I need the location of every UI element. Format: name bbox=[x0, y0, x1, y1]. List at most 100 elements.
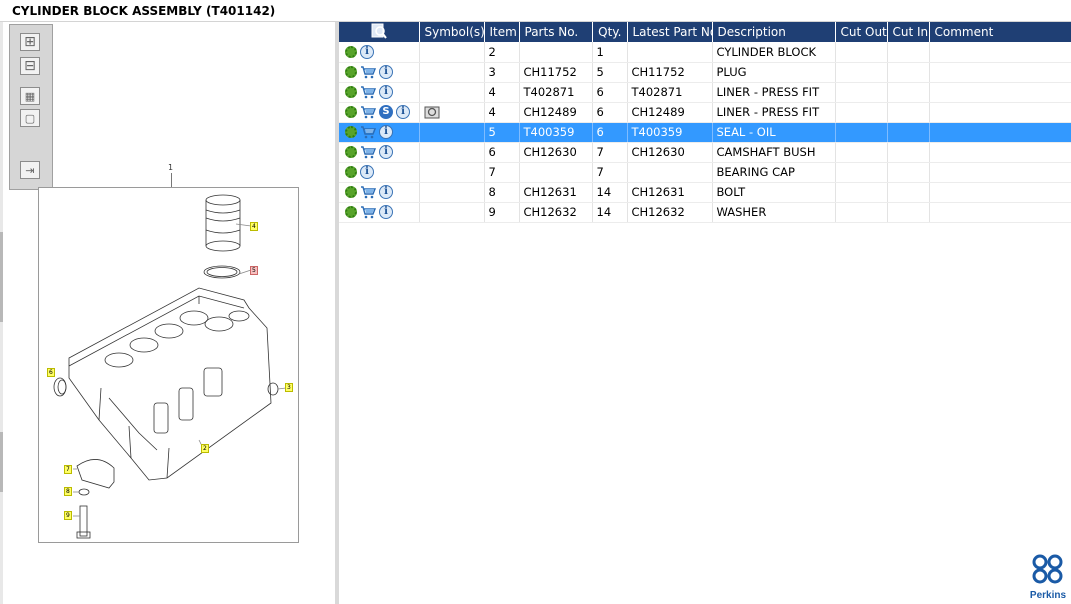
callout-9[interactable]: 9 bbox=[64, 511, 72, 520]
cut-in-cell bbox=[887, 162, 930, 183]
table-row[interactable]: i 6 CH12630 7 CH12630 CAMSHAFT BUSH bbox=[339, 142, 1071, 163]
info-icon[interactable]: i bbox=[360, 165, 374, 180]
cart-icon[interactable] bbox=[360, 105, 376, 119]
column-header-item[interactable]: Item bbox=[484, 22, 520, 42]
part-number-cell bbox=[519, 42, 593, 63]
gear-icon[interactable] bbox=[345, 106, 357, 119]
table-row[interactable]: i 9 CH12632 14 CH12632 WASHER bbox=[339, 202, 1071, 223]
comment-cell bbox=[929, 62, 1071, 83]
cylinder-block-drawing bbox=[53, 194, 287, 539]
callout-7[interactable]: 7 bbox=[64, 465, 72, 474]
column-header-cut-out[interactable]: Cut Out bbox=[835, 22, 888, 42]
cart-icon[interactable] bbox=[360, 145, 376, 159]
callout-8[interactable]: 8 bbox=[64, 487, 72, 496]
bore-6 bbox=[228, 310, 250, 322]
symbol-cell bbox=[419, 62, 485, 83]
washer bbox=[78, 488, 90, 496]
column-header-latest-part-no[interactable]: Latest Part No. bbox=[627, 22, 713, 42]
bore-5 bbox=[204, 316, 234, 332]
quantity-cell: 14 bbox=[592, 182, 628, 203]
description-cell: LINER - PRESS FIT bbox=[712, 82, 836, 103]
item-cell: 2 bbox=[484, 42, 520, 63]
perkins-logo: Perkins bbox=[1030, 554, 1067, 601]
comment-cell bbox=[929, 82, 1071, 103]
column-header-description[interactable]: Description bbox=[712, 22, 836, 42]
service-icon[interactable]: S bbox=[379, 105, 393, 120]
gear-icon[interactable] bbox=[345, 206, 357, 219]
table-row[interactable]: i 8 CH12631 14 CH12631 BOLT bbox=[339, 182, 1071, 203]
column-header-symbol-s[interactable]: Symbol(s) bbox=[419, 22, 485, 42]
latest-part-number-cell: CH12632 bbox=[627, 202, 713, 223]
info-icon[interactable]: i bbox=[379, 185, 393, 200]
row-action-icons: i bbox=[339, 62, 420, 83]
table-row[interactable]: i 2 1 CYLINDER BLOCK bbox=[339, 42, 1071, 63]
column-header-qty[interactable]: Qty. bbox=[592, 22, 628, 42]
info-icon[interactable]: i bbox=[379, 125, 393, 140]
table-row[interactable]: i 7 7 BEARING CAP bbox=[339, 162, 1071, 183]
comment-cell bbox=[929, 102, 1071, 123]
search-parts-icon[interactable] bbox=[371, 23, 387, 39]
info-icon[interactable]: i bbox=[396, 105, 410, 120]
fit-all-button[interactable]: ▦ bbox=[20, 87, 40, 105]
column-header-cut-in[interactable]: Cut In bbox=[887, 22, 930, 42]
zoom-in-button[interactable]: ⊞ bbox=[20, 33, 40, 51]
gear-icon[interactable] bbox=[345, 146, 357, 159]
info-icon[interactable]: i bbox=[379, 85, 393, 100]
pane-splitter[interactable] bbox=[335, 22, 339, 604]
table-row[interactable]: i 5 T400359 6 T400359 SEAL - OIL bbox=[339, 122, 1071, 143]
parts-grid: Symbol(s) Item Parts No. Qty. Latest Part No… bbox=[339, 22, 1071, 604]
column-header-comment[interactable]: Comment bbox=[929, 22, 1071, 42]
table-row[interactable]: i 3 CH11752 5 CH11752 PLUG bbox=[339, 62, 1071, 83]
comment-cell bbox=[929, 122, 1071, 143]
row-action-icons: i bbox=[339, 82, 420, 103]
callout-2[interactable]: 2 bbox=[201, 444, 209, 453]
gear-icon[interactable] bbox=[345, 66, 357, 79]
item-cell: 4 bbox=[484, 82, 520, 103]
gear-icon[interactable] bbox=[345, 46, 357, 58]
table-row[interactable]: i 4 T402871 6 T402871 LINER - PRESS FIT bbox=[339, 82, 1071, 103]
quantity-cell: 6 bbox=[592, 122, 628, 143]
info-icon[interactable]: i bbox=[379, 205, 393, 220]
symbol-cell bbox=[419, 42, 485, 63]
export-icon: ⇥ bbox=[25, 163, 35, 177]
callout-5[interactable]: 5 bbox=[250, 266, 258, 275]
callout-3[interactable]: 3 bbox=[285, 383, 293, 392]
cart-icon[interactable] bbox=[360, 65, 376, 79]
cart-icon[interactable] bbox=[360, 125, 376, 139]
export-button[interactable]: ⇥ bbox=[20, 161, 40, 179]
gear-icon[interactable] bbox=[345, 186, 357, 199]
column-header-parts-no[interactable]: Parts No. bbox=[519, 22, 593, 42]
gear-icon[interactable] bbox=[345, 86, 357, 99]
latest-part-number-cell bbox=[627, 42, 713, 63]
cart-icon[interactable] bbox=[360, 85, 376, 99]
callout-4[interactable]: 4 bbox=[250, 222, 258, 231]
cart-icon[interactable] bbox=[360, 185, 376, 199]
info-icon[interactable]: i bbox=[379, 65, 393, 80]
comment-cell bbox=[929, 162, 1071, 183]
callout-6[interactable]: 6 bbox=[47, 368, 55, 377]
kit-symbol-icon[interactable] bbox=[424, 105, 440, 119]
symbol-cell bbox=[419, 162, 485, 183]
quantity-cell: 1 bbox=[592, 42, 628, 63]
block-rib bbox=[108, 397, 158, 451]
part-number-cell: CH12631 bbox=[519, 182, 593, 203]
cut-out-cell bbox=[835, 62, 888, 83]
fit-window-button[interactable]: ▢ bbox=[20, 109, 40, 127]
part-number-cell: CH12489 bbox=[519, 102, 593, 123]
comment-cell bbox=[929, 182, 1071, 203]
zoom-out-button[interactable]: ⊟ bbox=[20, 57, 40, 75]
column-header-icons[interactable] bbox=[339, 22, 420, 42]
quantity-cell: 7 bbox=[592, 162, 628, 183]
symbol-cell bbox=[419, 102, 485, 123]
description-cell: CAMSHAFT BUSH bbox=[712, 142, 836, 163]
table-header: Symbol(s) Item Parts No. Qty. Latest Part No… bbox=[339, 22, 1071, 42]
cart-icon[interactable] bbox=[360, 205, 376, 219]
gear-icon[interactable] bbox=[345, 166, 357, 179]
info-icon[interactable]: i bbox=[379, 145, 393, 160]
cut-out-cell bbox=[835, 102, 888, 123]
info-icon[interactable]: i bbox=[360, 45, 374, 59]
bolt-head bbox=[76, 531, 91, 539]
callout-1-leader bbox=[171, 173, 172, 187]
gear-icon[interactable] bbox=[345, 126, 357, 139]
